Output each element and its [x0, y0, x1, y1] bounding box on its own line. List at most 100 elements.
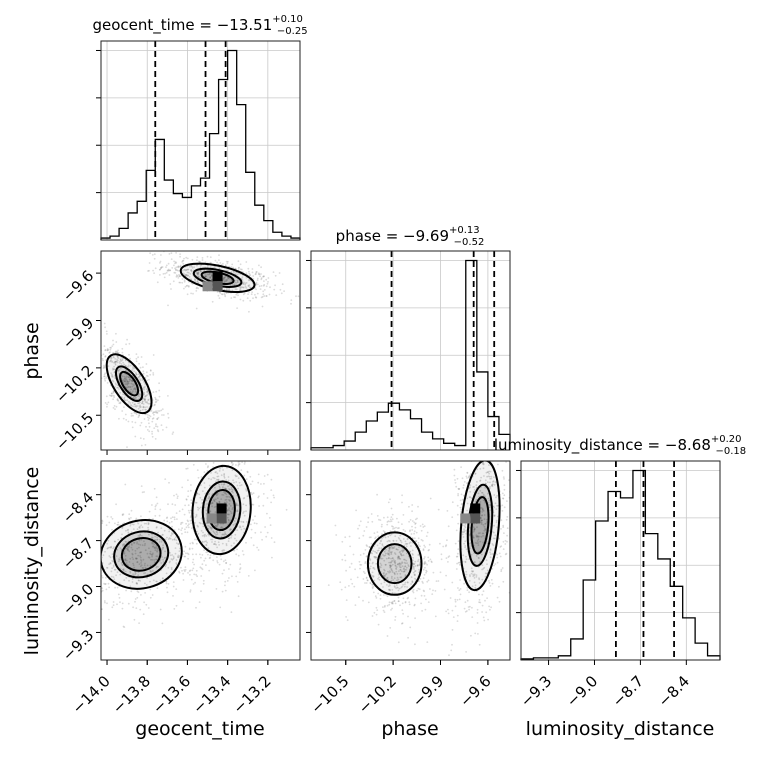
sample-point	[217, 475, 220, 478]
sample-point	[240, 286, 242, 289]
sample-point	[408, 520, 410, 523]
sample-point	[242, 286, 245, 289]
sample-point	[125, 541, 128, 543]
sample-point	[184, 545, 187, 548]
sample-point	[230, 534, 233, 537]
sample-point	[490, 438, 492, 440]
sample-point	[394, 560, 397, 562]
sample-point	[409, 550, 411, 553]
sample-point	[123, 626, 126, 628]
sample-point	[196, 256, 199, 258]
sample-point	[149, 415, 152, 418]
sample-point	[141, 402, 144, 405]
sample-point	[179, 547, 181, 550]
sample-point	[505, 552, 508, 555]
sample-point	[227, 508, 229, 511]
sample-point	[411, 510, 413, 513]
sample-point	[161, 408, 164, 410]
sample-point	[125, 559, 128, 562]
sample-point	[473, 529, 476, 531]
sample-point	[175, 562, 178, 565]
sample-point	[187, 524, 189, 527]
sample-point	[481, 514, 484, 517]
sample-point	[201, 259, 204, 261]
sample-point	[195, 542, 198, 545]
sample-point	[387, 553, 390, 556]
sample-point	[256, 292, 259, 295]
sample-point	[461, 477, 464, 480]
sample-point	[451, 516, 454, 519]
sample-point	[187, 509, 190, 512]
sample-point	[124, 381, 127, 383]
sample-point	[489, 509, 491, 512]
sample-point	[143, 418, 146, 420]
sample-point	[136, 557, 138, 560]
sample-point	[478, 601, 480, 604]
sample-point	[113, 578, 116, 581]
sample-point	[210, 502, 213, 505]
sample-point	[220, 474, 223, 477]
sample-point	[217, 523, 220, 526]
sample-point	[185, 268, 188, 271]
sample-point	[161, 414, 163, 416]
sample-point	[485, 611, 488, 614]
sample-point	[479, 490, 482, 492]
sample-point	[265, 295, 268, 297]
sample-point	[192, 463, 195, 466]
sample-point	[215, 457, 217, 459]
sample-point	[227, 277, 230, 279]
sample-point	[135, 353, 138, 355]
sample-point	[148, 547, 150, 550]
sample-point	[489, 452, 491, 454]
sample-point	[382, 572, 385, 575]
sample-point	[393, 527, 396, 530]
sample-point	[384, 552, 387, 555]
sample-point	[150, 570, 153, 573]
sample-point	[147, 419, 150, 421]
sample-point	[151, 533, 154, 536]
sample-point	[398, 556, 400, 558]
sample-point	[160, 562, 163, 564]
sample-point	[231, 575, 233, 578]
sample-point	[205, 535, 208, 537]
sample-point	[138, 414, 141, 416]
sample-point	[492, 531, 495, 534]
sample-point	[506, 534, 508, 537]
sample-point	[478, 557, 480, 559]
sample-point	[411, 580, 414, 582]
sample-point	[124, 364, 127, 367]
sample-point	[167, 503, 169, 506]
sample-point	[389, 540, 391, 542]
sample-point	[143, 398, 146, 401]
sample-point	[181, 486, 184, 489]
sample-point	[260, 266, 262, 269]
sample-point	[458, 488, 460, 491]
sample-point	[197, 272, 200, 274]
sample-point	[457, 548, 460, 550]
sample-point	[151, 558, 154, 561]
sample-point	[236, 281, 239, 284]
sample-point	[477, 492, 480, 495]
sample-point	[136, 541, 139, 543]
sample-point	[387, 535, 390, 538]
sample-point	[124, 359, 127, 362]
sample-point	[164, 556, 167, 559]
sample-point	[382, 530, 385, 532]
sample-point	[455, 485, 458, 488]
sample-point	[426, 641, 429, 643]
sample-point	[215, 493, 218, 496]
sample-point	[399, 576, 402, 579]
sample-point	[477, 550, 480, 553]
sample-point	[170, 288, 172, 290]
sample-point	[144, 395, 147, 398]
histogram-phase	[310, 259, 511, 450]
sample-point	[346, 619, 349, 622]
sample-point	[428, 549, 430, 551]
sample-point	[485, 446, 487, 448]
sample-point	[245, 282, 248, 284]
sample-point	[135, 404, 138, 407]
sample-point	[134, 549, 137, 552]
sample-point	[181, 281, 184, 284]
sample-point	[98, 559, 100, 561]
sample-point	[131, 552, 134, 555]
